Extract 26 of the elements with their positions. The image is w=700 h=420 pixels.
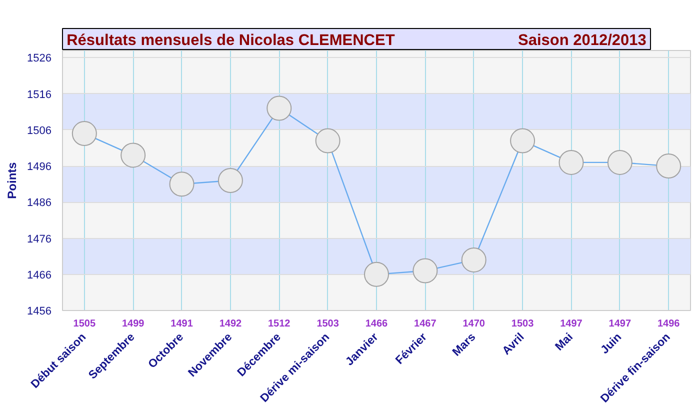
data-label: 1497 bbox=[560, 318, 583, 330]
x-tick-label: Mai bbox=[553, 331, 576, 354]
y-axis-title: Points bbox=[5, 162, 20, 199]
data-label: 1503 bbox=[316, 318, 340, 330]
y-tick-label: 1516 bbox=[27, 88, 52, 101]
data-label: 1466 bbox=[365, 318, 388, 330]
data-label: 1492 bbox=[219, 318, 242, 330]
chart-title: Résultats mensuels de Nicolas CLEMENCET bbox=[66, 32, 396, 50]
y-tick-label: 1506 bbox=[27, 124, 52, 137]
y-tick-label: 1526 bbox=[27, 52, 52, 65]
data-label: 1497 bbox=[608, 318, 632, 330]
y-tick-label: 1486 bbox=[27, 197, 52, 210]
y-tick-label: 1466 bbox=[27, 269, 52, 282]
y-tick-label: 1496 bbox=[27, 161, 52, 174]
data-label: 1496 bbox=[657, 318, 680, 330]
y-tick-label: 1476 bbox=[27, 233, 52, 246]
data-label: 1491 bbox=[170, 318, 194, 330]
y-tick-label: 1456 bbox=[27, 306, 52, 318]
data-label: 1503 bbox=[511, 318, 534, 330]
data-label: 1505 bbox=[73, 318, 96, 330]
data-label: 1470 bbox=[462, 318, 486, 330]
data-label: 1467 bbox=[414, 318, 437, 330]
x-tick-label: Juin bbox=[598, 331, 624, 356]
chart-subtitle: Saison 2012/2013 bbox=[518, 32, 647, 50]
data-label: 1499 bbox=[122, 318, 145, 330]
data-label: 1512 bbox=[268, 318, 291, 330]
